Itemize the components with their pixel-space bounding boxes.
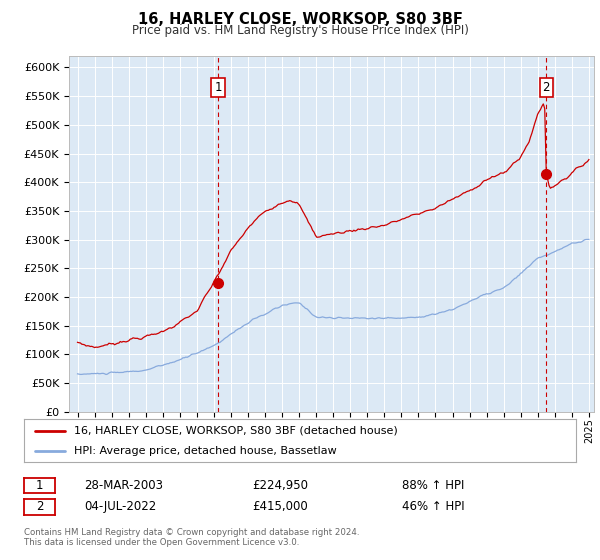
Text: £224,950: £224,950 [252, 479, 308, 492]
Text: HPI: Average price, detached house, Bassetlaw: HPI: Average price, detached house, Bass… [74, 446, 337, 455]
Text: 2: 2 [36, 500, 43, 514]
Text: 16, HARLEY CLOSE, WORKSOP, S80 3BF: 16, HARLEY CLOSE, WORKSOP, S80 3BF [137, 12, 463, 27]
Text: 16, HARLEY CLOSE, WORKSOP, S80 3BF (detached house): 16, HARLEY CLOSE, WORKSOP, S80 3BF (deta… [74, 426, 397, 436]
Text: £415,000: £415,000 [252, 500, 308, 514]
Text: Price paid vs. HM Land Registry's House Price Index (HPI): Price paid vs. HM Land Registry's House … [131, 24, 469, 37]
Text: 1: 1 [36, 479, 43, 492]
Text: 2: 2 [542, 81, 550, 94]
Text: 88% ↑ HPI: 88% ↑ HPI [402, 479, 464, 492]
Text: 1: 1 [214, 81, 222, 94]
Text: Contains HM Land Registry data © Crown copyright and database right 2024.
This d: Contains HM Land Registry data © Crown c… [24, 528, 359, 547]
Text: 28-MAR-2003: 28-MAR-2003 [84, 479, 163, 492]
Text: 46% ↑ HPI: 46% ↑ HPI [402, 500, 464, 514]
Text: 04-JUL-2022: 04-JUL-2022 [84, 500, 156, 514]
